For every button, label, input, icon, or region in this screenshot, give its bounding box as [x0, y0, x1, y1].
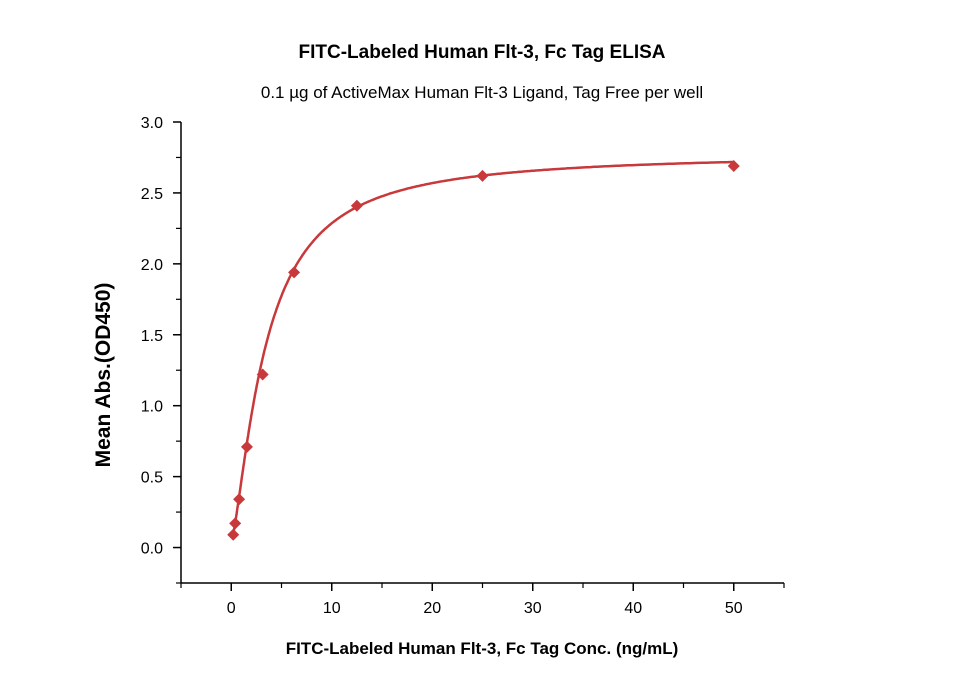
data-point [727, 159, 740, 172]
x-tick-label: 0 [227, 600, 236, 617]
x-tick-label: 10 [323, 600, 341, 617]
y-tick-label: 3.0 [141, 115, 163, 132]
y-tick-label: 1.5 [141, 328, 163, 345]
x-axis-label: FITC-Labeled Human Flt-3, Fc Tag Conc. (… [286, 639, 679, 658]
data-point [233, 493, 246, 506]
fit-curve [231, 160, 734, 534]
chart-title: FITC-Labeled Human Flt-3, Fc Tag ELISA [298, 42, 665, 63]
y-tick-label: 2.0 [141, 257, 163, 274]
data-point [227, 528, 240, 541]
x-tick-label: 30 [524, 600, 542, 617]
y-tick-label: 0.0 [141, 541, 163, 558]
data-point [288, 266, 301, 279]
x-tick-label: 50 [725, 600, 743, 617]
y-tick-label: 0.5 [141, 470, 163, 487]
data-point [256, 368, 269, 381]
x-tick-label: 40 [624, 600, 642, 617]
data-point [350, 199, 363, 212]
data-point [240, 440, 253, 453]
chart-subtitle: 0.1 µg of ActiveMax Human Flt-3 Ligand, … [261, 83, 703, 102]
y-axis-label: Mean Abs.(OD450) [92, 283, 115, 468]
data-point [476, 169, 489, 182]
data-point [229, 517, 242, 530]
y-tick-label: 1.0 [141, 399, 163, 416]
y-tick-label: 2.5 [141, 186, 163, 203]
x-tick-label: 20 [423, 600, 441, 617]
